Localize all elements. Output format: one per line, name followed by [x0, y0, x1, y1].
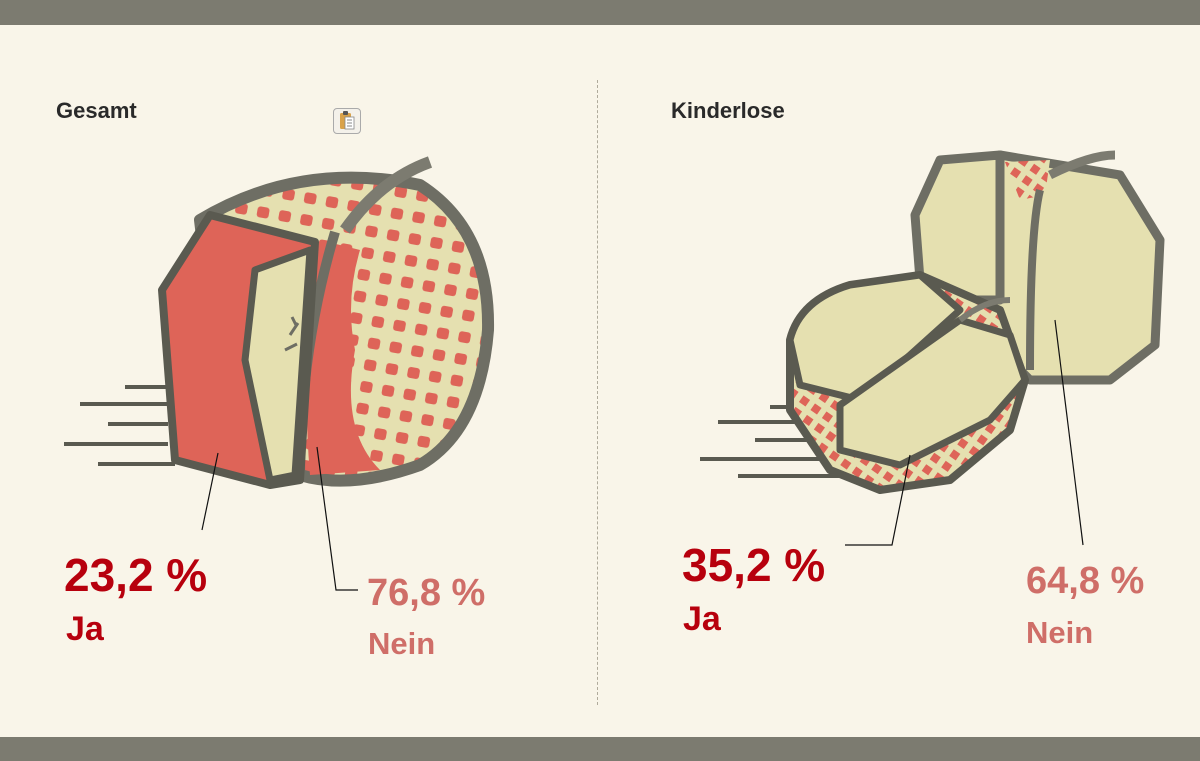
label-ja-gesamt: Ja	[66, 610, 104, 648]
label-nein-kinderlose: Nein	[1026, 615, 1094, 650]
apple-gesamt	[64, 156, 495, 489]
label-ja-kinderlose: Ja	[683, 600, 721, 638]
label-nein-gesamt: Nein	[368, 626, 436, 661]
value-nein-gesamt: 76,8 %	[367, 572, 486, 614]
chart-title-kinderlose: Kinderlose	[671, 98, 785, 123]
value-nein-kinderlose: 64,8 %	[1026, 560, 1145, 602]
bottom-frame-bar	[0, 737, 1200, 761]
value-ja-kinderlose: 35,2 %	[682, 539, 826, 591]
leader-lines	[201, 319, 1084, 591]
top-frame-bar	[0, 0, 1200, 25]
speed-lines	[700, 405, 850, 478]
apple-kinderlose	[700, 150, 1165, 494]
chart-title-gesamt: Gesamt	[56, 98, 137, 123]
clipboard-icon[interactable]	[333, 108, 361, 134]
value-ja-gesamt: 23,2 %	[64, 549, 208, 601]
panel-divider	[597, 80, 598, 705]
speed-lines	[64, 385, 175, 466]
